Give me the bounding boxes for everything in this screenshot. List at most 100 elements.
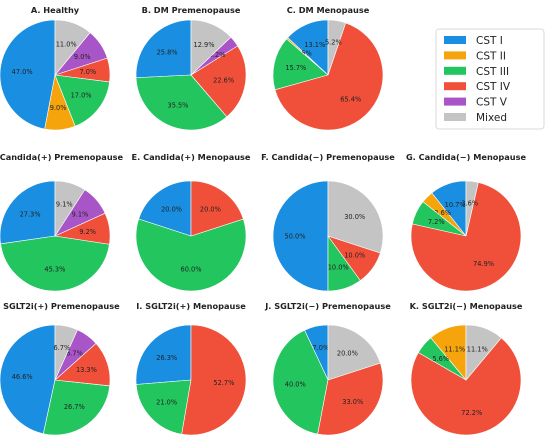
slice-cst-i	[0, 19, 56, 130]
slice-label-mixed: 11.0%	[56, 40, 77, 48]
pie-d-candida-premenopause: D. Candida(+) Premenopause 27.3% 45.3% 9.2%…	[0, 152, 124, 292]
chart-title: A. Healthy	[31, 5, 80, 15]
slice-label-cst-iv: 52.7%	[213, 379, 234, 387]
legend-label-cst-ii: CST II	[476, 50, 506, 62]
slice-cst-i	[135, 324, 192, 385]
slice-label-cst-i: 20.0%	[161, 206, 182, 214]
slice-mixed	[54, 180, 86, 238]
slice-label-cst-ii: 11.1%	[444, 345, 465, 353]
slice-cst-i	[0, 324, 56, 435]
slice-label-cst-iii: 40.0%	[285, 380, 306, 388]
legend-swatch-cst-iii	[444, 66, 466, 75]
chart-title: B. DM Premenopause	[142, 5, 241, 15]
legend-swatch-cst-i	[444, 36, 466, 44]
slice-cst-iii	[272, 329, 329, 435]
slice-label-mixed: 9.1%	[56, 201, 73, 209]
slice-label-cst-iv: 65.4%	[340, 95, 361, 103]
slice-label-cst-iii: 15.7%	[285, 64, 306, 72]
slice-cst-iii	[135, 74, 228, 131]
slice-cst-i	[0, 180, 56, 245]
slice-label-cst-i: 13.1%	[304, 41, 325, 49]
slice-mixed	[465, 180, 479, 237]
chart-title: C. DM Menopause	[287, 5, 370, 15]
chart-title: K. SGLT2i(−) Menopause	[410, 301, 523, 311]
chart-title: H. SGLT2i(+) Premenopause	[0, 301, 120, 311]
slice-mixed	[190, 19, 232, 76]
pie-j-sglt2i-premenopause: J. SGLT2i(−) Premenopause 7.0% 40.0% 33.0% 2…	[264, 301, 391, 436]
slice-label-cst-i: 10.7%	[445, 201, 466, 209]
slice-label-cst-iii: 45.3%	[44, 265, 65, 273]
legend-swatch-cst-iv	[444, 82, 466, 91]
slice-label-cst-i: 26.3%	[156, 354, 177, 362]
slice-label-cst-ii: 9.0%	[50, 104, 67, 112]
slice-cst-iii	[272, 38, 329, 91]
legend: CST I CST II CST III CST IV CST V Mixed	[435, 28, 545, 130]
slice-mixed	[327, 180, 384, 254]
slice-label-cst-iv: 20.0%	[200, 206, 221, 214]
slice-mixed	[327, 19, 347, 76]
slice-cst-iii	[54, 74, 110, 127]
slice-label-mixed: 12.9%	[194, 41, 215, 49]
legend-label-cst-v: CST V	[476, 97, 508, 109]
slice-mixed	[465, 324, 502, 381]
slice-cst-iii	[0, 235, 110, 292]
slice-mixed	[54, 324, 78, 381]
pie-i-sglt2i-menopause: I. SGLT2i(+) Menopause 26.3% 21.0% 52.7%	[135, 301, 247, 436]
slice-label-mixed: 11.1%	[467, 345, 488, 353]
slice-label-cst-iv: 10.0%	[344, 252, 365, 260]
chart-title: E. Candida(+) Menopause	[132, 152, 251, 162]
chart-title: J. SGLT2i(−) Premenopause	[264, 301, 391, 311]
slice-label-cst-iii: 21.0%	[156, 399, 177, 407]
slice-label-cst-iv: 33.0%	[342, 398, 363, 406]
pie-b-dm-premenopause: B. DM Premenopause 25.8% 35.5% 22.6% 3.2% 12.…	[135, 5, 247, 131]
slice-label-mixed: 30.0%	[344, 213, 365, 221]
slice-label-cst-i: 47.0%	[12, 68, 33, 76]
slice-label-cst-i: 46.6%	[12, 373, 33, 381]
slice-label-cst-iv: 9.2%	[79, 228, 96, 236]
slice-cst-iv	[410, 182, 522, 292]
slice-label-cst-iv: 72.2%	[461, 409, 482, 417]
chart-title: G. Candida(−) Menopause	[406, 152, 527, 162]
slice-label-cst-i: 25.8%	[157, 49, 178, 57]
slice-cst-iii	[135, 218, 247, 292]
legend-label-cst-iv: CST IV	[476, 81, 511, 93]
slice-label-mixed: 3.6%	[461, 200, 478, 208]
slice-label-cst-i: 50.0%	[285, 232, 306, 240]
legend-label-cst-i: CST I	[476, 35, 503, 47]
slice-label-cst-iii: 7.2%	[428, 218, 445, 226]
legend-label-mixed: Mixed	[476, 112, 507, 124]
slice-label-cst-v: 6.7%	[66, 350, 83, 358]
slice-mixed	[54, 19, 91, 76]
slice-label-cst-v: 9.1%	[72, 211, 89, 219]
slice-cst-iii	[135, 379, 192, 435]
slice-label-cst-iii: 35.5%	[168, 102, 189, 110]
pie-e-candida-menopause: E. Candida(+) Menopause 20.0% 60.0% 20.0%	[132, 152, 251, 292]
slice-label-cst-i: 7.0%	[312, 344, 329, 352]
slice-label-cst-iii: 10.0%	[328, 264, 349, 272]
legend-swatch-mixed	[444, 113, 466, 121]
slice-label-cst-v: 9.0%	[74, 53, 91, 61]
slice-cst-iii	[42, 379, 111, 436]
pie-a-healthy: A. Healthy 47.0% 9.0% 17.0% 7.0% 9.0% 11.0%	[0, 5, 111, 131]
pie-h-sglt2i-premenopause: H. SGLT2i(+) Premenopause 46.6% 26.7% 13.3%…	[0, 301, 120, 436]
slice-label-cst-i: 27.3%	[20, 211, 41, 219]
slice-cst-i	[138, 180, 192, 237]
slice-label-cst-ii: 3.6%	[434, 209, 451, 217]
slice-mixed	[327, 324, 381, 381]
slice-cst-iv	[317, 362, 384, 436]
charts-group: A. Healthy 47.0% 9.0% 17.0% 7.0% 9.0% 11.0% B. …	[0, 5, 527, 436]
slice-label-mixed: 20.0%	[337, 350, 358, 358]
slice-cst-iv	[274, 22, 384, 131]
legend-swatch-cst-v	[444, 97, 466, 106]
slice-label-mixed: 5.2%	[325, 39, 342, 47]
slice-cst-iv	[410, 337, 522, 436]
chart-title: I. SGLT2i(+) Menopause	[136, 301, 246, 311]
pie-g-candida-menopause: G. Candida(−) Menopause10.7%3.6%7.2%74.9…	[406, 152, 527, 292]
slice-cst-iv	[190, 180, 244, 237]
slice-cst-iv	[181, 324, 247, 436]
slice-cst-i	[272, 180, 329, 292]
legend-label-cst-iii: CST III	[476, 66, 509, 78]
pie-f-candida-premenopause: F. Candida(−) Premenopause 50.0% 10.0% 10.0…	[261, 152, 395, 292]
